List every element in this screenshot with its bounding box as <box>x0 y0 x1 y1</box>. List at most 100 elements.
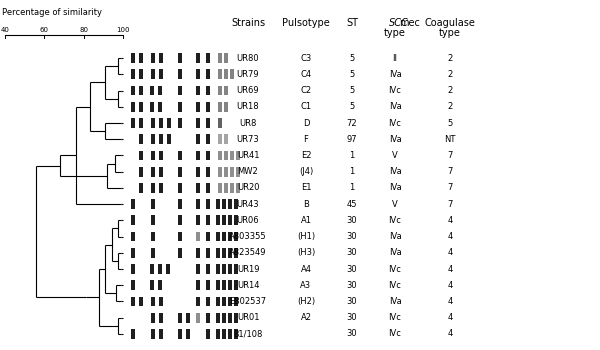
Bar <box>196 280 200 290</box>
Bar <box>222 280 226 290</box>
Text: mec: mec <box>399 18 420 28</box>
Text: 81/108: 81/108 <box>233 329 263 338</box>
Bar <box>151 248 155 258</box>
Bar <box>178 216 182 225</box>
Text: IVa: IVa <box>389 297 401 306</box>
Text: IVa: IVa <box>389 248 401 257</box>
Text: UR14: UR14 <box>237 281 259 290</box>
Bar <box>196 232 200 242</box>
Bar <box>151 232 155 242</box>
Bar <box>139 118 143 128</box>
Bar <box>131 199 135 209</box>
Bar <box>224 167 228 176</box>
Text: 5: 5 <box>349 54 355 63</box>
Bar <box>206 69 210 79</box>
Text: 97: 97 <box>347 135 358 144</box>
Text: 2: 2 <box>448 86 452 95</box>
Bar <box>218 183 222 193</box>
Text: A1: A1 <box>301 216 311 225</box>
Text: SCC: SCC <box>389 18 409 28</box>
Bar <box>224 69 228 79</box>
Bar <box>228 248 232 258</box>
Bar <box>139 296 143 306</box>
Bar <box>222 232 226 242</box>
Bar <box>178 329 182 339</box>
Text: 1: 1 <box>349 183 355 192</box>
Text: 1: 1 <box>349 151 355 160</box>
Bar <box>206 134 210 144</box>
Text: IVa: IVa <box>389 167 401 176</box>
Bar <box>159 134 163 144</box>
Bar <box>206 102 210 112</box>
Bar <box>234 199 238 209</box>
Bar <box>206 329 210 339</box>
Bar <box>216 313 220 323</box>
Bar <box>230 183 234 193</box>
Text: 5: 5 <box>349 70 355 79</box>
Text: A803355: A803355 <box>229 232 267 241</box>
Bar <box>206 216 210 225</box>
Bar <box>131 118 135 128</box>
Bar <box>167 118 171 128</box>
Text: IVc: IVc <box>389 329 401 338</box>
Text: 30: 30 <box>347 297 358 306</box>
Bar <box>224 102 228 112</box>
Bar <box>224 53 228 63</box>
Bar <box>222 248 226 258</box>
Text: NT: NT <box>445 135 455 144</box>
Text: (H2): (H2) <box>297 297 315 306</box>
Bar <box>216 248 220 258</box>
Bar <box>224 134 228 144</box>
Bar <box>218 134 222 144</box>
Bar <box>139 150 143 160</box>
Bar <box>178 118 182 128</box>
Bar <box>196 118 200 128</box>
Bar <box>158 102 162 112</box>
Bar <box>178 183 182 193</box>
Text: E802537: E802537 <box>229 297 266 306</box>
Text: IVa: IVa <box>389 232 401 241</box>
Bar <box>224 86 228 96</box>
Bar <box>206 232 210 242</box>
Text: UR19: UR19 <box>237 265 259 273</box>
Text: IVc: IVc <box>389 281 401 290</box>
Bar <box>131 248 135 258</box>
Bar <box>196 53 200 63</box>
Bar <box>159 167 163 176</box>
Bar <box>216 199 220 209</box>
Bar <box>206 248 210 258</box>
Bar <box>196 102 200 112</box>
Text: IVc: IVc <box>389 216 401 225</box>
Bar <box>224 183 228 193</box>
Bar <box>216 329 220 339</box>
Text: II: II <box>392 54 398 63</box>
Text: UR73: UR73 <box>236 135 259 144</box>
Text: 30: 30 <box>347 265 358 273</box>
Bar <box>218 69 222 79</box>
Text: IVc: IVc <box>389 265 401 273</box>
Text: 30: 30 <box>347 248 358 257</box>
Bar <box>178 248 182 258</box>
Bar <box>186 313 190 323</box>
Bar <box>178 232 182 242</box>
Text: V: V <box>392 199 398 209</box>
Bar <box>158 264 162 274</box>
Bar <box>178 167 182 176</box>
Text: MW2: MW2 <box>238 167 259 176</box>
Bar <box>159 150 163 160</box>
Bar <box>151 329 155 339</box>
Bar <box>206 313 210 323</box>
Bar <box>139 69 143 79</box>
Bar <box>178 69 182 79</box>
Text: 7: 7 <box>448 167 452 176</box>
Text: IVc: IVc <box>389 86 401 95</box>
Bar <box>178 102 182 112</box>
Text: 30: 30 <box>347 281 358 290</box>
Bar <box>196 69 200 79</box>
Bar <box>159 69 163 79</box>
Text: 2: 2 <box>448 102 452 111</box>
Bar <box>234 313 238 323</box>
Text: IVa: IVa <box>389 183 401 192</box>
Bar <box>228 264 232 274</box>
Bar <box>206 264 210 274</box>
